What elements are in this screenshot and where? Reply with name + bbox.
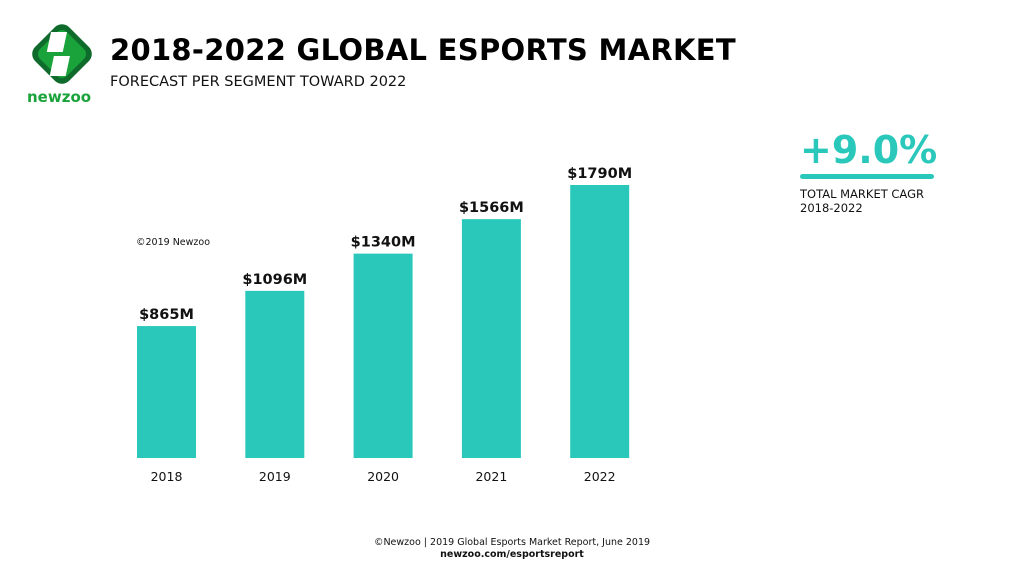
data-label: $865M [139, 307, 194, 323]
bar-2021 [461, 219, 521, 458]
cagr-value: +9.0% [800, 128, 938, 172]
footer-link[interactable]: newzoo.com/esportsreport [440, 549, 584, 560]
footer-source: ©Newzoo | 2019 Global Esports Market Rep… [373, 537, 651, 548]
newzoo-logo [32, 24, 92, 84]
data-label: $1096M [242, 272, 307, 288]
x-tick-label: 2019 [259, 469, 291, 484]
cagr-period: 2018-2022 [800, 201, 863, 215]
page-subtitle: FORECAST PER SEGMENT TOWARD 2022 [110, 74, 407, 90]
brand-name: newzoo [27, 88, 92, 106]
data-label: $1790M [567, 166, 632, 182]
x-tick-label: 2020 [367, 469, 399, 484]
data-label: $1340M [351, 235, 416, 251]
x-tick-label: 2018 [151, 469, 183, 484]
cagr-label: TOTAL MARKET CAGR [800, 187, 925, 201]
bar-2020 [353, 253, 413, 458]
chart-copyright: ©2019 Newzoo [136, 237, 211, 248]
bar-2018 [137, 326, 196, 458]
x-tick-label: 2021 [475, 469, 507, 484]
page-title: 2018-2022 GLOBAL ESPORTS MARKET [110, 33, 736, 67]
x-tick-label: 2022 [584, 469, 616, 484]
bar-2022 [570, 185, 630, 458]
bar-chart: $865M 2018 $1096M 2019 $1340M 2020 $1566M 2021 $… [137, 166, 632, 484]
data-label: $1566M [459, 200, 524, 216]
cagr-underline [800, 174, 934, 179]
bar-2019 [245, 290, 305, 458]
